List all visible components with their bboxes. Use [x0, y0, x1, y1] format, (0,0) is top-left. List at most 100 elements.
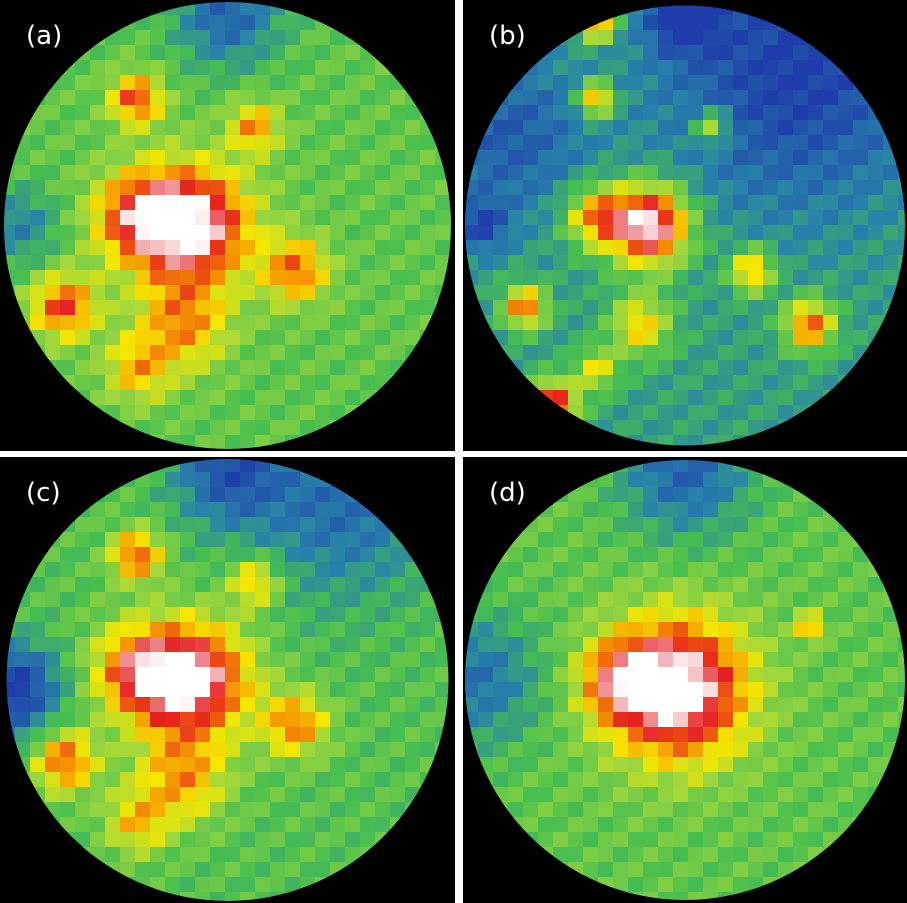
- heatmap-cell: [793, 712, 809, 728]
- heatmap-cell: [105, 345, 121, 361]
- heatmap-cell: [733, 667, 749, 683]
- heatmap-cell: [210, 75, 226, 91]
- heatmap-cell: [673, 30, 689, 46]
- heatmap-cell: [523, 727, 539, 743]
- heatmap-cell: [90, 502, 106, 518]
- heatmap-cell: [793, 360, 809, 376]
- heatmap-cell: [420, 180, 436, 196]
- heatmap-cell: [733, 577, 749, 593]
- heatmap-cell: [643, 667, 659, 683]
- heatmap-cell: [553, 225, 569, 241]
- heatmap-cell: [838, 90, 854, 106]
- heatmap-cell: [493, 622, 509, 638]
- heatmap-cell: [345, 390, 361, 406]
- heatmap-cell: [240, 877, 256, 893]
- heatmap-cell: [793, 697, 809, 713]
- heatmap-cell: [808, 832, 824, 848]
- heatmap-cell: [150, 90, 166, 106]
- heatmap-cell: [688, 757, 704, 773]
- heatmap-cell: [703, 592, 719, 608]
- heatmap-cell: [210, 667, 226, 683]
- heatmap-cell: [345, 150, 361, 166]
- heatmap-cell: [330, 742, 346, 758]
- heatmap-cell: [240, 375, 256, 391]
- heatmap-cell: [390, 562, 406, 578]
- heatmap-cell: [60, 255, 76, 271]
- heatmap-cell: [180, 487, 196, 503]
- heatmap-cell: [523, 757, 539, 773]
- heatmap-cell: [673, 285, 689, 301]
- heatmap-cell: [778, 45, 794, 61]
- heatmap-cell: [210, 105, 226, 121]
- heatmap-cell: [375, 727, 391, 743]
- heatmap-cell: [75, 817, 91, 833]
- heatmap-cell: [568, 817, 584, 833]
- heatmap-cell: [465, 652, 479, 668]
- heatmap-cell: [285, 622, 301, 638]
- heatmap-cell: [390, 195, 406, 211]
- heatmap-cell: [285, 697, 301, 713]
- heatmap-cell: [763, 832, 779, 848]
- heatmap-cell: [643, 285, 659, 301]
- heatmap-cell: [105, 532, 121, 548]
- heatmap-cell: [568, 682, 584, 698]
- heatmap-cell: [15, 225, 31, 241]
- heatmap-cell: [285, 300, 301, 316]
- heatmap-cell: [643, 727, 659, 743]
- heatmap-cell: [718, 45, 734, 61]
- heatmap-cell: [60, 742, 76, 758]
- heatmap-cell: [315, 360, 331, 376]
- heatmap-cell: [30, 195, 46, 211]
- heatmap-cell: [508, 105, 524, 121]
- heatmap-cell: [673, 360, 689, 376]
- heatmap-cell: [30, 577, 46, 593]
- heatmap-cell: [150, 330, 166, 346]
- heatmap-cell: [240, 30, 256, 46]
- heatmap-cell: [345, 375, 361, 391]
- heatmap-cell: [493, 607, 509, 623]
- heatmap-cell: [405, 607, 421, 623]
- heatmap-cell: [733, 165, 749, 181]
- heatmap-cell: [613, 697, 629, 713]
- heatmap-cell: [15, 165, 31, 181]
- heatmap-cell: [270, 315, 286, 331]
- heatmap-cell: [538, 697, 554, 713]
- heatmap-cell: [255, 345, 271, 361]
- heatmap-cell: [688, 847, 704, 863]
- heatmap-cell: [613, 592, 629, 608]
- heatmap-cell: [300, 255, 316, 271]
- heatmap-cell: [60, 180, 76, 196]
- heatmap-cell: [568, 847, 584, 863]
- heatmap-cell: [120, 405, 136, 421]
- heatmap-cell: [405, 652, 421, 668]
- heatmap-cell: [180, 225, 196, 241]
- heatmap-cell: [538, 607, 554, 623]
- heatmap-cell: [225, 390, 241, 406]
- heatmap-cell: [300, 75, 316, 91]
- heatmap-cell: [628, 120, 644, 136]
- heatmap-cell: [15, 697, 31, 713]
- heatmap-cell: [60, 757, 76, 773]
- heatmap-cell: [255, 405, 271, 421]
- heatmap-cell: [703, 150, 719, 166]
- heatmap-cell: [105, 652, 121, 668]
- heatmap-cell: [255, 697, 271, 713]
- heatmap-cell: [733, 847, 749, 863]
- heatmap-cell: [420, 592, 436, 608]
- heatmap-cell: [808, 622, 824, 638]
- heatmap-cell: [628, 712, 644, 728]
- heatmap-cell: [210, 90, 226, 106]
- heatmap-cell: [90, 195, 106, 211]
- heatmap-cell: [688, 787, 704, 803]
- heatmap-cell: [255, 225, 271, 241]
- heatmap-cell: [360, 802, 376, 818]
- heatmap-cell: [210, 255, 226, 271]
- heatmap-cell: [718, 105, 734, 121]
- heatmap-cell: [583, 405, 599, 421]
- heatmap-cell: [6, 712, 16, 728]
- heatmap-cell: [300, 90, 316, 106]
- heatmap-cell: [718, 802, 734, 818]
- heatmap-cell: [225, 345, 241, 361]
- heatmap-cell: [523, 360, 539, 376]
- heatmap-cell: [120, 45, 136, 61]
